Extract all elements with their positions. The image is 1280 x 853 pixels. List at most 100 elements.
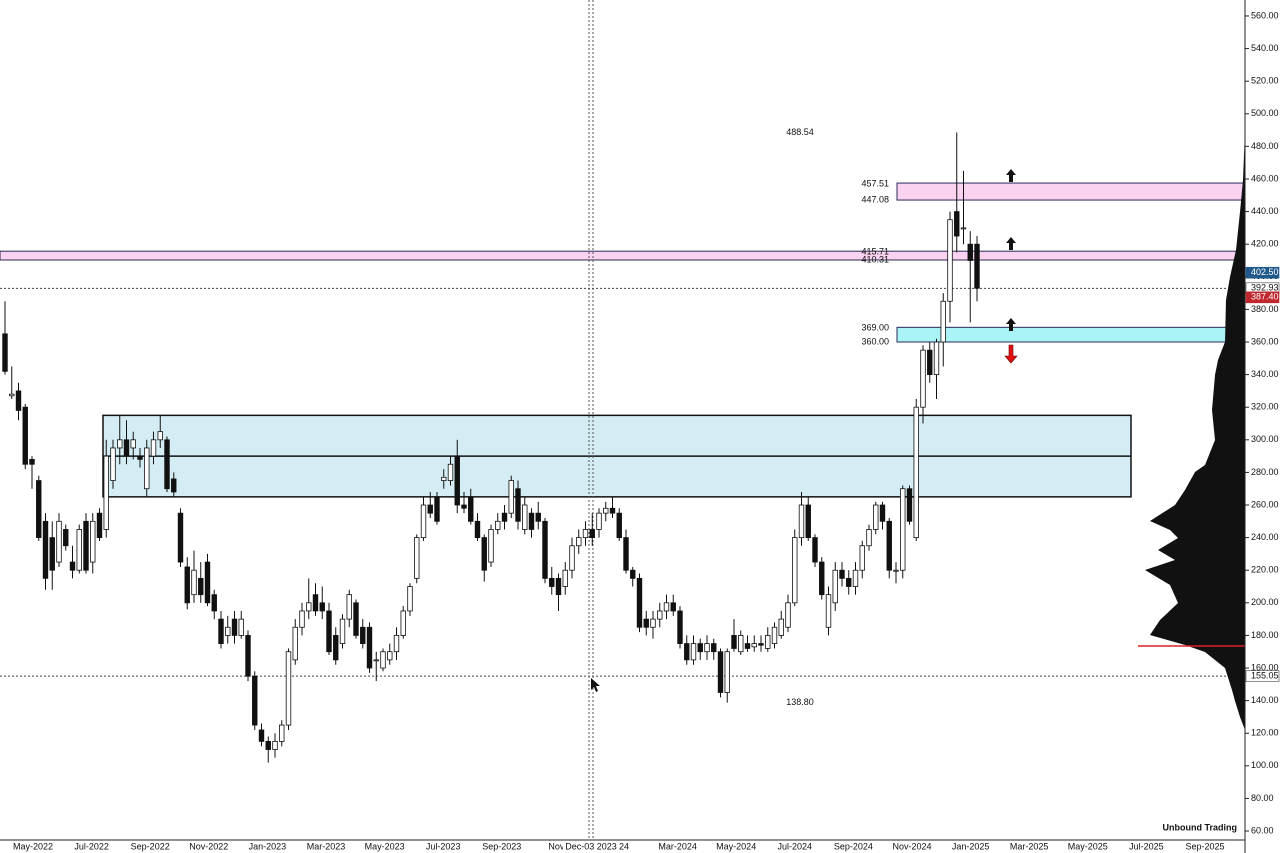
- candle-body: [549, 577, 555, 587]
- candle-body: [346, 594, 352, 620]
- candle-body: [852, 569, 859, 587]
- x-tick-label: Jul-2022: [74, 841, 109, 851]
- candle-body: [2, 333, 8, 372]
- candle-body: [576, 537, 582, 547]
- candle-body: [913, 406, 919, 539]
- candle-body: [670, 602, 676, 612]
- candle-body: [110, 447, 116, 481]
- candle-body: [738, 635, 744, 653]
- candle-body: [947, 219, 953, 302]
- zone-label: 369.00: [861, 323, 889, 333]
- candle-body: [9, 393, 15, 397]
- candle-body: [596, 512, 602, 530]
- candle-body: [528, 512, 535, 530]
- price-tag: [1245, 266, 1280, 279]
- candle-body: [812, 537, 818, 563]
- candle-body: [474, 520, 481, 539]
- x-tick-label: Jul-2025: [1129, 841, 1164, 851]
- candle-body: [225, 626, 231, 636]
- candle-body: [29, 458, 35, 465]
- candle-body: [778, 618, 784, 636]
- candle-body: [535, 512, 541, 522]
- candle-body: [69, 561, 76, 571]
- candle-body: [306, 602, 312, 612]
- candle-body: [265, 740, 271, 750]
- candle-body: [792, 537, 798, 604]
- candle-body: [56, 520, 62, 563]
- candle-body: [42, 520, 49, 579]
- x-tick-label: Mar-2025: [1010, 841, 1049, 851]
- zone: [896, 326, 1246, 343]
- candle-body: [555, 577, 562, 596]
- y-tick-label: 480.00: [1251, 141, 1279, 151]
- zone-label: 457.51: [861, 178, 889, 188]
- axes: 60.00 80.00 100.00 120.00 140.00 160.00 180.00…: [13, 10, 1280, 853]
- candle-body: [744, 643, 751, 649]
- candle-body: [623, 537, 629, 571]
- watermark: Unbound Trading: [1163, 822, 1238, 832]
- candle-body: [697, 643, 703, 653]
- candle-body: [427, 504, 433, 514]
- candle-body: [927, 349, 933, 376]
- candle-body: [920, 349, 926, 408]
- volume-profile: [1145, 130, 1245, 730]
- candle-body: [886, 520, 892, 571]
- candle-body: [798, 504, 805, 539]
- y-tick-label: 240.00: [1251, 532, 1279, 542]
- candle-body: [380, 651, 386, 669]
- x-tick-label: Sep-2022: [131, 841, 170, 851]
- candle-body: [49, 537, 55, 571]
- y-tick-label: 440.00: [1251, 206, 1279, 216]
- candle-body: [582, 529, 589, 539]
- y-tick-label: 560.00: [1251, 10, 1279, 20]
- candle-body: [603, 507, 609, 514]
- price-tag-label: 387.40: [1251, 292, 1279, 302]
- candle-body: [960, 227, 967, 230]
- zone: [0, 250, 1246, 261]
- y-tick-label: 80.00: [1251, 793, 1274, 803]
- candle-body: [461, 504, 467, 509]
- up-arrow: [1006, 237, 1016, 250]
- candle-body: [333, 635, 339, 661]
- candle-body: [940, 300, 946, 343]
- x-tick-label: May-2023: [365, 841, 405, 851]
- candle-body: [285, 651, 292, 726]
- candle-body: [258, 729, 265, 742]
- y-tick-label: 260.00: [1251, 499, 1279, 509]
- x-tick-label: May-2025: [1068, 841, 1108, 851]
- candle-body: [231, 618, 238, 636]
- candles: 488.54 138.80: [2, 127, 980, 763]
- candle-body: [468, 496, 474, 522]
- candle-body: [184, 566, 190, 604]
- y-tick-label: 520.00: [1251, 76, 1279, 86]
- annotation: 488.54: [786, 127, 814, 137]
- price-tag: [1245, 670, 1280, 682]
- y-tick-label: 60.00: [1251, 825, 1274, 835]
- candle-body: [630, 569, 636, 579]
- candle-body: [171, 478, 177, 493]
- candle-body: [245, 635, 251, 677]
- candle-body: [177, 512, 184, 563]
- candle-body: [387, 651, 393, 661]
- y-tick-label: 540.00: [1251, 43, 1279, 53]
- candle-body: [866, 529, 872, 547]
- candle-body: [704, 643, 710, 653]
- candle-body: [616, 512, 622, 539]
- y-tick-label: 320.00: [1251, 402, 1279, 412]
- y-tick-label: 140.00: [1251, 695, 1279, 705]
- x-tick-label: May-2022: [13, 841, 53, 851]
- candle-body: [859, 545, 865, 571]
- candle-body: [495, 520, 501, 530]
- candle-body: [684, 643, 690, 661]
- candle-body: [933, 341, 940, 376]
- candle-body: [198, 577, 204, 596]
- x-tick-label: May-2024: [716, 841, 756, 851]
- candle-body: [319, 602, 325, 612]
- candle-body: [326, 610, 332, 653]
- candle-body: [211, 594, 217, 612]
- y-tick-label: 380.00: [1251, 304, 1279, 314]
- candle-body: [873, 504, 879, 530]
- up-arrow: [1006, 169, 1016, 182]
- y-tick-label: 180.00: [1251, 630, 1279, 640]
